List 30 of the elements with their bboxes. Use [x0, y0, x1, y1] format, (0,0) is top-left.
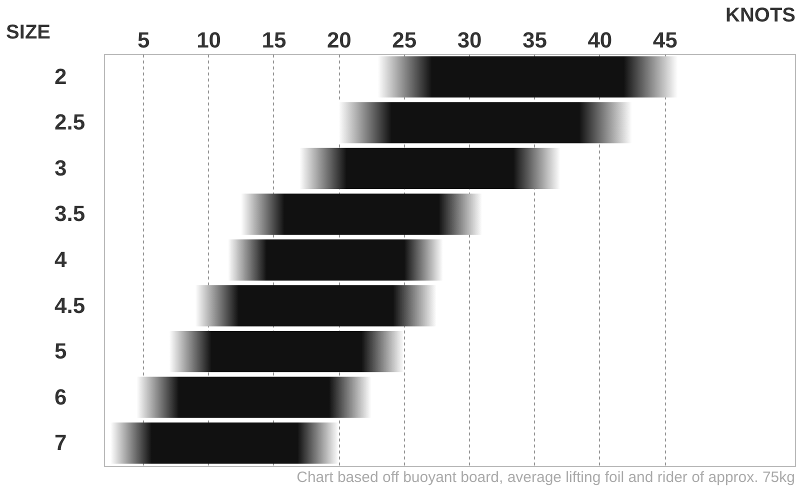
- x-tick-label: 30: [457, 28, 482, 52]
- y-tick-label: 6: [54, 384, 67, 410]
- y-tick-label: 7: [54, 430, 67, 456]
- x-tick-label: 40: [588, 28, 612, 52]
- bar: [169, 330, 404, 372]
- bar: [338, 102, 632, 144]
- y-tick-label: 5: [54, 338, 67, 364]
- x-axis-title: KNOTS: [726, 4, 796, 26]
- x-tick-label: 10: [196, 28, 222, 52]
- y-tick-label: 4.5: [54, 292, 86, 318]
- x-tick-label: 45: [652, 28, 678, 52]
- x-tick-label: 5: [137, 28, 150, 52]
- x-tick-label: 25: [392, 28, 417, 52]
- y-tick-label: 2.5: [54, 110, 86, 135]
- bar: [195, 285, 436, 326]
- y-axis-title: SIZE: [6, 22, 50, 44]
- bar: [110, 422, 339, 464]
- bar: [240, 194, 482, 235]
- x-tick-label: 20: [326, 28, 352, 52]
- bar: [228, 239, 443, 281]
- x-tick-label: 15: [262, 28, 286, 52]
- x-tick-label: 35: [522, 28, 547, 52]
- bar: [136, 376, 372, 418]
- bar: [300, 148, 560, 190]
- y-tick-label: 4: [54, 247, 68, 272]
- y-tick-label: 3.5: [54, 201, 86, 226]
- bar: [378, 56, 678, 98]
- text: Chart based off buoyant board, average lifting foil and rider of approx. 75kg: [296, 469, 795, 486]
- y-tick-label: 3: [54, 155, 67, 180]
- y-tick-label: 2: [54, 64, 67, 89]
